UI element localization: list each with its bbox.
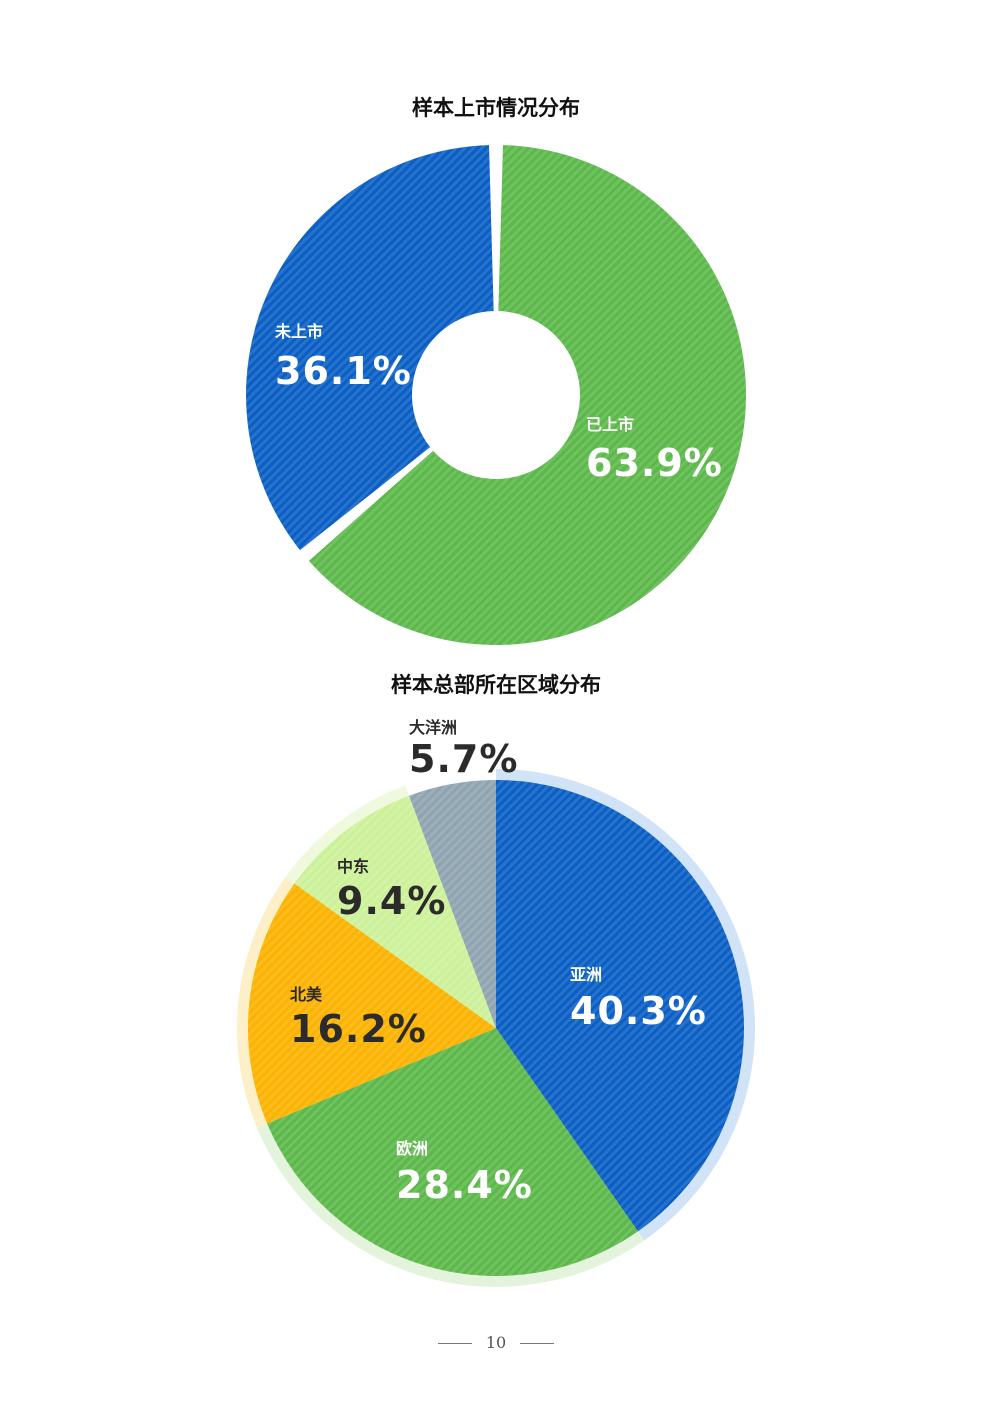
slice-hatch (409, 780, 496, 1028)
slice-hatch (294, 795, 496, 1028)
slice-value-label: 63.9% (586, 441, 723, 485)
slice-value-label: 16.2% (290, 1007, 427, 1051)
slice-label: 已上市 (586, 415, 634, 434)
slice-hatch (308, 145, 747, 645)
slice-value-label: 40.3% (570, 989, 707, 1033)
slice-label: 大洋洲 (409, 718, 457, 737)
page-footer: 10 (0, 1333, 992, 1352)
footer-dash-left (437, 1343, 472, 1344)
slice-hatch (267, 1028, 638, 1276)
listing-status-donut-chart: 已上市 63.9% 未上市 36.1% (246, 145, 747, 645)
slice-value-label: 28.4% (396, 1163, 533, 1207)
slice-hatch (247, 883, 496, 1124)
slice-hatch (496, 780, 744, 1232)
slice-label: 中东 (337, 857, 369, 876)
chart2-title: 样本总部所在区域分布 (391, 673, 601, 697)
slice-value-label: 9.4% (337, 879, 446, 923)
slice-hatch (246, 145, 494, 551)
slice-value-label: 36.1% (275, 349, 412, 393)
slice-value-label: 5.7% (409, 737, 518, 781)
slice-label: 未上市 (274, 322, 323, 341)
slice-label: 欧洲 (396, 1139, 428, 1158)
slice-label: 亚洲 (570, 965, 602, 984)
chart1-title: 样本上市情况分布 (412, 96, 580, 120)
footer-dash-right (520, 1343, 555, 1344)
page-number: 10 (485, 1333, 507, 1352)
slice-label: 北美 (290, 985, 323, 1004)
